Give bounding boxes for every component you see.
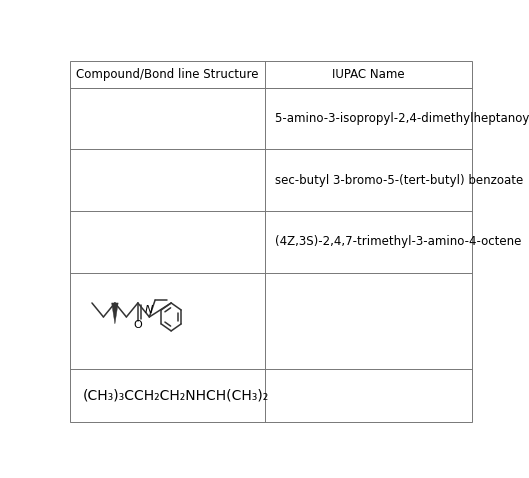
Text: (4Z,3S)-2,4,7-trimethyl-3-amino-4-octene: (4Z,3S)-2,4,7-trimethyl-3-amino-4-octene <box>275 235 522 249</box>
Text: IUPAC Name: IUPAC Name <box>332 68 405 81</box>
Text: Compound/Bond line Structure: Compound/Bond line Structure <box>76 68 259 81</box>
Text: sec-butyl 3-bromo-5-(tert-butyl) benzoate: sec-butyl 3-bromo-5-(tert-butyl) benzoat… <box>275 174 524 186</box>
Text: (CH₃)₃CCH₂CH₂NHCH(CH₃)₂: (CH₃)₃CCH₂CH₂NHCH(CH₃)₂ <box>83 388 269 402</box>
Polygon shape <box>112 303 118 324</box>
Text: N: N <box>145 305 153 315</box>
Text: 5-amino-3-isopropyl-2,4-dimethylheptanoyl chloride: 5-amino-3-isopropyl-2,4-dimethylheptanoy… <box>275 112 529 125</box>
Text: O: O <box>133 320 142 330</box>
